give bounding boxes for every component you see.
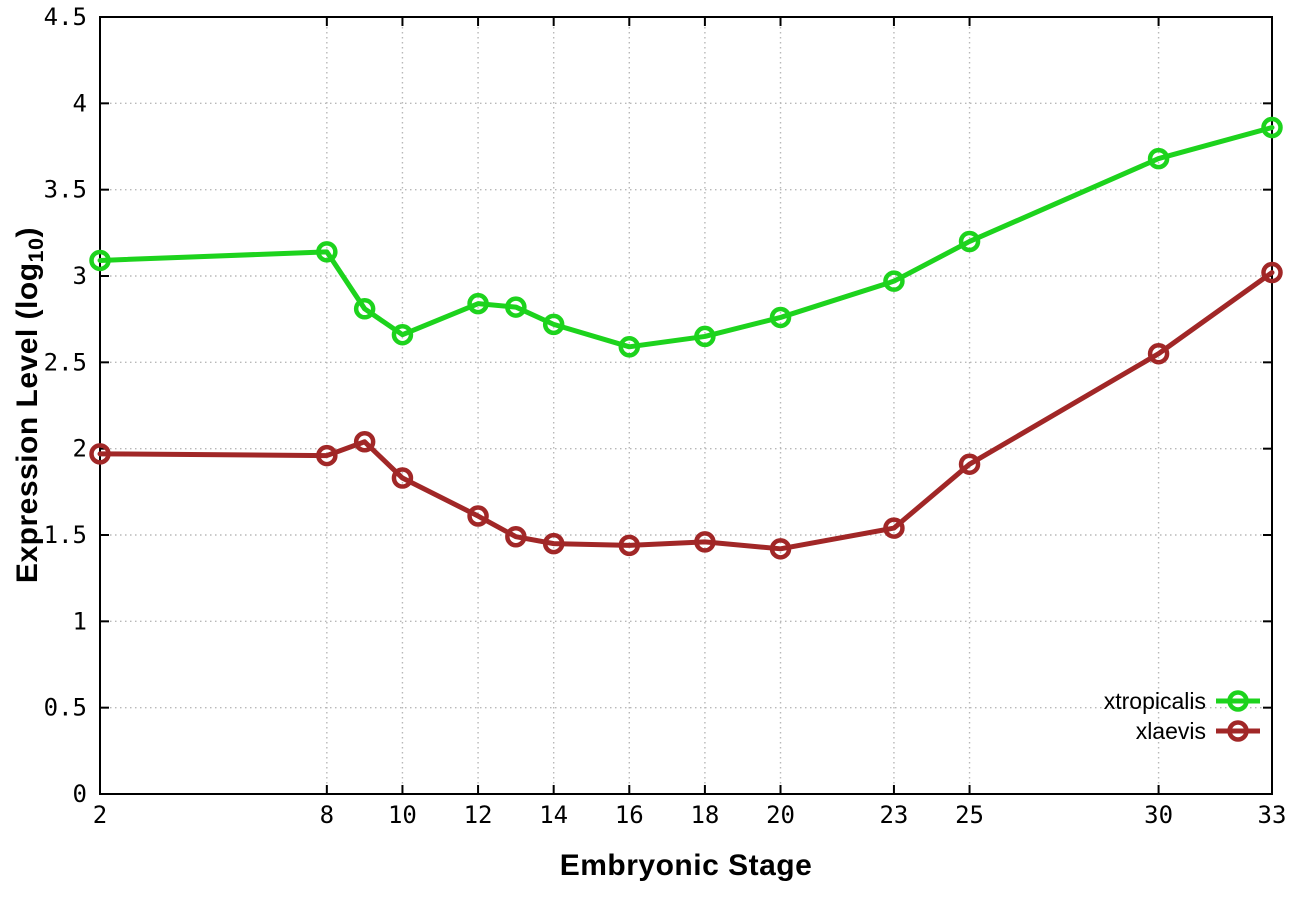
- y-tick-label: 1.5: [44, 521, 87, 549]
- x-tick-label: 12: [464, 801, 493, 829]
- legend-item-xtropicalis: xtropicalis: [1104, 688, 1260, 714]
- x-tick-label: 18: [690, 801, 719, 829]
- tick-marks: [99, 16, 1273, 795]
- data-point-xlaevis: [467, 505, 489, 527]
- series-line-xtropicalis: [97, 125, 1275, 350]
- data-point-xlaevis: [391, 467, 414, 489]
- data-point-xtropicalis: [694, 325, 716, 348]
- data-point-xtropicalis: [1261, 116, 1283, 139]
- x-tick-label: 10: [388, 801, 417, 829]
- tick-labels: 2 8 10 12 14 16 18 20 23 25 30 33 0 0.5 1 1.5 2 2.5 3 3.5 4 4…: [44, 3, 1287, 829]
- data-point-xlaevis: [542, 532, 565, 555]
- y-tick-label: 2.5: [44, 348, 87, 376]
- data-point-xtropicalis: [316, 241, 338, 263]
- y-axis-title: Expression Level (log10): [11, 227, 49, 583]
- data-point-xlaevis: [1261, 261, 1283, 284]
- legend-label: xtropicalis: [1104, 688, 1206, 714]
- x-tick-label: 25: [955, 801, 984, 829]
- data-point-xtropicalis: [89, 249, 111, 272]
- grid: [100, 17, 1272, 794]
- data-point-xlaevis: [958, 453, 981, 475]
- y-tick-label: 4: [73, 89, 87, 117]
- legend-marker-sample: [1227, 690, 1249, 712]
- y-tick-label: 0.5: [44, 694, 87, 722]
- y-tick-label: 1: [73, 607, 87, 635]
- data-point-xlaevis: [316, 444, 338, 467]
- y-tick-label: 3: [73, 262, 87, 290]
- data-point-xlaevis: [618, 534, 641, 557]
- y-tick-label: 3.5: [44, 176, 87, 204]
- data-point-xlaevis: [505, 525, 527, 548]
- x-tick-label: 2: [93, 801, 107, 829]
- data-point-xlaevis: [883, 517, 905, 539]
- x-tick-label: 14: [539, 801, 568, 829]
- y-tick-label: 2: [73, 435, 87, 463]
- data-point-xtropicalis: [1147, 147, 1170, 170]
- data-point-xtropicalis: [467, 292, 489, 315]
- series-xlaevis: [89, 261, 1283, 560]
- y-axis-title-close: ): [11, 226, 44, 238]
- data-point-xtropicalis: [353, 298, 376, 320]
- data-point-xlaevis: [769, 538, 792, 560]
- legend-marker-sample: [1227, 720, 1249, 742]
- y-axis-title-subscript: 10: [23, 237, 48, 263]
- data-point-xtropicalis: [391, 323, 414, 346]
- data-point-xtropicalis: [505, 296, 527, 318]
- data-point-xtropicalis: [883, 270, 905, 292]
- x-tick-label: 8: [320, 801, 334, 829]
- data-point-xtropicalis: [769, 306, 792, 329]
- y-tick-label: 4.5: [44, 3, 87, 31]
- data-point-xlaevis: [353, 431, 376, 453]
- data-point-xtropicalis: [542, 313, 565, 336]
- plot-border: [99, 16, 1273, 795]
- y-tick-label: 0: [73, 780, 87, 808]
- legend: xtropicalis xlaevis: [1104, 688, 1260, 744]
- x-axis-title-text: Embryonic Stage: [559, 849, 813, 882]
- data-point-xlaevis: [89, 443, 111, 465]
- data-point-xlaevis: [1147, 342, 1170, 365]
- x-tick-label: 33: [1258, 801, 1287, 829]
- series-line-xlaevis: [97, 270, 1275, 552]
- legend-label: xlaevis: [1136, 718, 1206, 744]
- data-point-xlaevis: [694, 531, 716, 553]
- series-xtropicalis: [89, 116, 1283, 358]
- x-tick-label: 23: [879, 801, 908, 829]
- y-axis-title-text: Expression Level (log: [11, 262, 44, 584]
- x-axis-title: Embryonic Stage: [560, 849, 813, 883]
- x-tick-label: 20: [766, 801, 795, 829]
- data-point-xtropicalis: [618, 336, 641, 358]
- data-point-xtropicalis: [958, 230, 981, 253]
- x-tick-label: 30: [1144, 801, 1173, 829]
- legend-item-xlaevis: xlaevis: [1136, 718, 1260, 744]
- x-tick-label: 16: [615, 801, 644, 829]
